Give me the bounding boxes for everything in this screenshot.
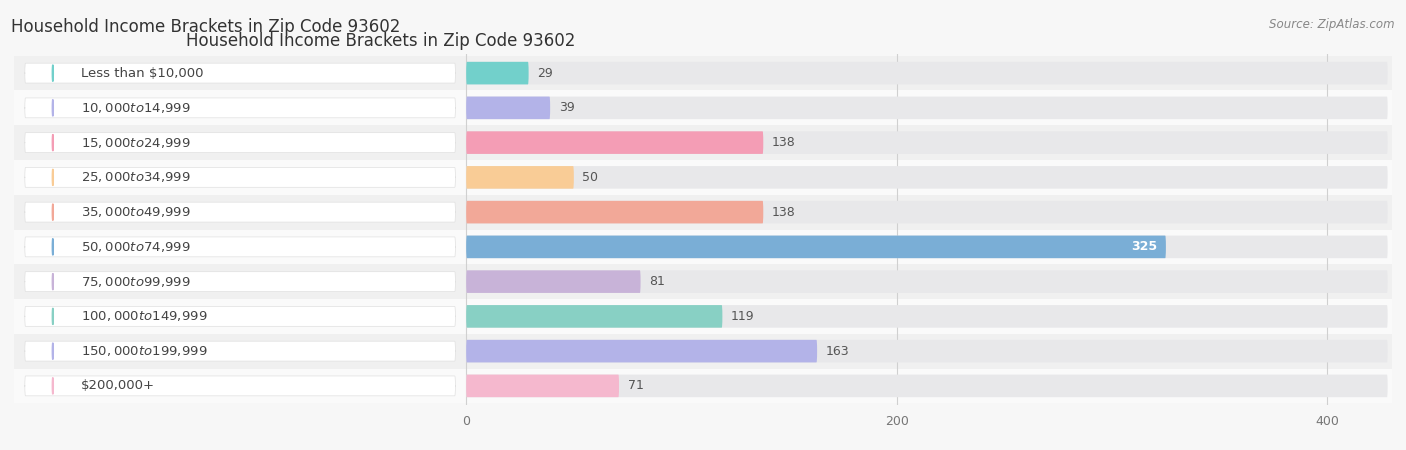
Text: $50,000 to $74,999: $50,000 to $74,999 [80,240,190,254]
Text: 119: 119 [731,310,755,323]
Text: Household Income Brackets in Zip Code 93602: Household Income Brackets in Zip Code 93… [186,32,575,50]
Text: Less than $10,000: Less than $10,000 [80,67,204,80]
FancyBboxPatch shape [467,97,1388,119]
Bar [14,56,1392,90]
Text: $35,000 to $49,999: $35,000 to $49,999 [80,205,190,219]
Bar [14,125,1392,160]
Bar [14,299,1392,334]
Text: $25,000 to $34,999: $25,000 to $34,999 [80,171,190,184]
Bar [14,195,1392,230]
Bar [14,334,1392,369]
FancyBboxPatch shape [25,272,456,292]
FancyBboxPatch shape [467,340,817,362]
FancyBboxPatch shape [467,340,1388,362]
FancyBboxPatch shape [25,376,456,396]
FancyBboxPatch shape [467,97,550,119]
FancyBboxPatch shape [25,202,456,222]
Text: Source: ZipAtlas.com: Source: ZipAtlas.com [1270,18,1395,31]
FancyBboxPatch shape [467,166,574,189]
FancyBboxPatch shape [467,62,529,85]
FancyBboxPatch shape [467,236,1388,258]
FancyBboxPatch shape [467,270,641,293]
Bar [14,369,1392,403]
FancyBboxPatch shape [467,62,1388,85]
FancyBboxPatch shape [25,133,456,153]
FancyBboxPatch shape [467,236,1166,258]
Text: 138: 138 [772,206,796,219]
FancyBboxPatch shape [25,98,456,118]
Text: 163: 163 [825,345,849,358]
Text: 50: 50 [582,171,599,184]
FancyBboxPatch shape [467,131,763,154]
Text: 325: 325 [1132,240,1157,253]
Bar [14,264,1392,299]
FancyBboxPatch shape [25,306,456,326]
Text: $15,000 to $24,999: $15,000 to $24,999 [80,135,190,149]
FancyBboxPatch shape [467,166,1388,189]
Text: $100,000 to $149,999: $100,000 to $149,999 [80,310,207,324]
Bar [14,230,1392,264]
FancyBboxPatch shape [467,201,763,223]
FancyBboxPatch shape [25,341,456,361]
FancyBboxPatch shape [25,167,456,187]
Text: 81: 81 [650,275,665,288]
Text: 138: 138 [772,136,796,149]
Text: $75,000 to $99,999: $75,000 to $99,999 [80,274,190,288]
FancyBboxPatch shape [467,270,1388,293]
FancyBboxPatch shape [25,63,456,83]
FancyBboxPatch shape [467,374,1388,397]
Text: Household Income Brackets in Zip Code 93602: Household Income Brackets in Zip Code 93… [11,18,401,36]
Text: 29: 29 [537,67,553,80]
FancyBboxPatch shape [467,305,1388,328]
Text: $10,000 to $14,999: $10,000 to $14,999 [80,101,190,115]
FancyBboxPatch shape [467,305,723,328]
FancyBboxPatch shape [25,237,456,257]
Text: 71: 71 [627,379,644,392]
Bar [14,160,1392,195]
FancyBboxPatch shape [467,201,1388,223]
Bar [14,90,1392,125]
Text: 39: 39 [558,101,575,114]
Text: $200,000+: $200,000+ [80,379,155,392]
Text: $150,000 to $199,999: $150,000 to $199,999 [80,344,207,358]
FancyBboxPatch shape [467,131,1388,154]
FancyBboxPatch shape [467,374,619,397]
